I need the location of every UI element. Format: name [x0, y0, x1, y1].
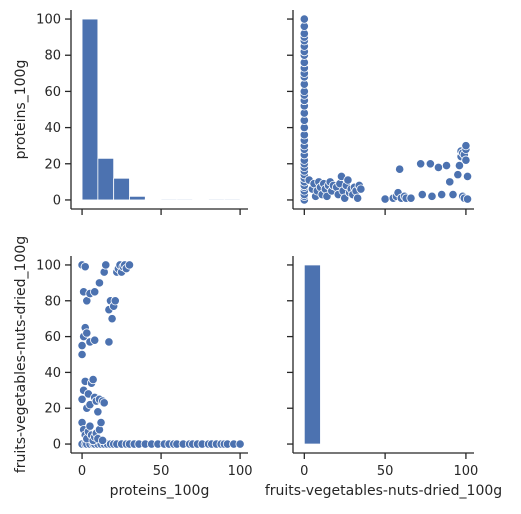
scatter-point-95: [124, 260, 135, 270]
scatter-point-67: [77, 340, 87, 351]
hist-bar-2: [113, 177, 130, 201]
scatter-point-69: [380, 194, 390, 204]
scatter-point-43: [85, 421, 95, 431]
scatter-point-59: [88, 374, 98, 385]
hist-bar-4: [144, 199, 162, 201]
x-tick-label: 0: [78, 464, 86, 479]
hist-bar-0: [81, 18, 99, 201]
panel-hist-proteins: 0 20 40 60 80 100 proteins_100g: [13, 10, 248, 215]
y-tick-label: 40: [44, 366, 61, 381]
x-axis-label: proteins_100g: [110, 483, 210, 499]
scatter-point-78: [416, 159, 426, 169]
y-tick-label: 60: [44, 85, 61, 100]
scatter-point-70: [82, 328, 92, 338]
scatter-point-37: [235, 439, 245, 449]
x-tick-label: 50: [153, 464, 170, 479]
scatter-point-86: [448, 189, 458, 200]
x-tick-label: 100: [454, 464, 479, 479]
x-tick-label: 100: [228, 464, 253, 479]
scatter-point-97: [461, 141, 471, 151]
y-tick-label: 0: [53, 193, 61, 208]
hist-bar-3: [129, 195, 146, 201]
hist-bar-6: [176, 198, 194, 201]
scatter-point-72: [90, 335, 100, 345]
scatter-point-80: [425, 159, 435, 169]
scatter-point-52: [77, 394, 87, 404]
y-tick-label: 0: [53, 438, 61, 453]
scatter-point-85: [445, 177, 455, 187]
scatter-point-83: [437, 189, 447, 200]
scatter-point-82: [433, 162, 444, 172]
panel-hist-fruits: 0 50 100 fruits-vegetables-nuts-dried_100g: [265, 256, 502, 499]
scatter-point-87: [110, 296, 120, 306]
x-tick-label: 0: [300, 464, 308, 479]
scatter-point-79: [90, 287, 100, 297]
y-tick-label: 20: [44, 157, 61, 172]
y-tick-label: 60: [44, 330, 61, 345]
scatter-point-65: [99, 398, 109, 408]
scatter-point-37: [299, 14, 309, 24]
y-tick-label: 80: [44, 294, 61, 309]
scatter-point-84: [441, 160, 452, 171]
scatter-point-73: [104, 337, 114, 347]
y-tick-label: 20: [44, 402, 61, 417]
scatter-point-80: [94, 278, 105, 288]
panel-scatter-fruits-vs-proteins: [287, 10, 474, 215]
y-axis-label: proteins_100g: [13, 60, 29, 160]
y-tick-label: 40: [44, 121, 61, 136]
x-tick-label: 50: [377, 464, 394, 479]
scatter-point-62: [93, 407, 103, 417]
hist-bar-1: [97, 157, 115, 201]
scatter-point-85: [107, 314, 117, 324]
hist-bar-0: [303, 264, 321, 445]
hist-bar-9: [223, 198, 241, 201]
scatter-point-98: [462, 171, 473, 182]
scatter-point-66: [353, 193, 363, 203]
scatter-point-99: [462, 194, 473, 204]
y-tick-label: 80: [44, 49, 61, 64]
scatter-point-77: [406, 193, 416, 203]
scatter-point-82: [101, 260, 111, 270]
panel-scatter-proteins-vs-fruits: 0 50 100 0 20 40 60 80 100 proteins_100g fruits-ve…: [13, 236, 253, 499]
hist-bar-5: [160, 198, 178, 201]
scatter-point-75: [80, 262, 90, 272]
scatter-point-60: [343, 175, 353, 185]
scatter-point-95: [461, 155, 471, 165]
x-axis-label: fruits-vegetables-nuts-dried_100g: [265, 483, 502, 499]
scatter-point-66: [77, 349, 87, 360]
y-tick-label: 100: [36, 13, 61, 28]
scatter-point-81: [427, 191, 437, 201]
scatter-point-87: [453, 170, 463, 180]
scatter-point-79: [417, 189, 427, 200]
scatter-point-50: [96, 417, 106, 428]
hist-bar-8: [208, 198, 225, 201]
scatter-point-68: [356, 184, 366, 194]
scatter-point-73: [395, 164, 405, 174]
scatter-point-88: [454, 160, 465, 171]
y-tick-label: 100: [36, 258, 61, 273]
y-axis-label: fruits-vegetables-nuts-dried_100g: [13, 236, 29, 473]
scatter-point-51: [98, 435, 108, 446]
